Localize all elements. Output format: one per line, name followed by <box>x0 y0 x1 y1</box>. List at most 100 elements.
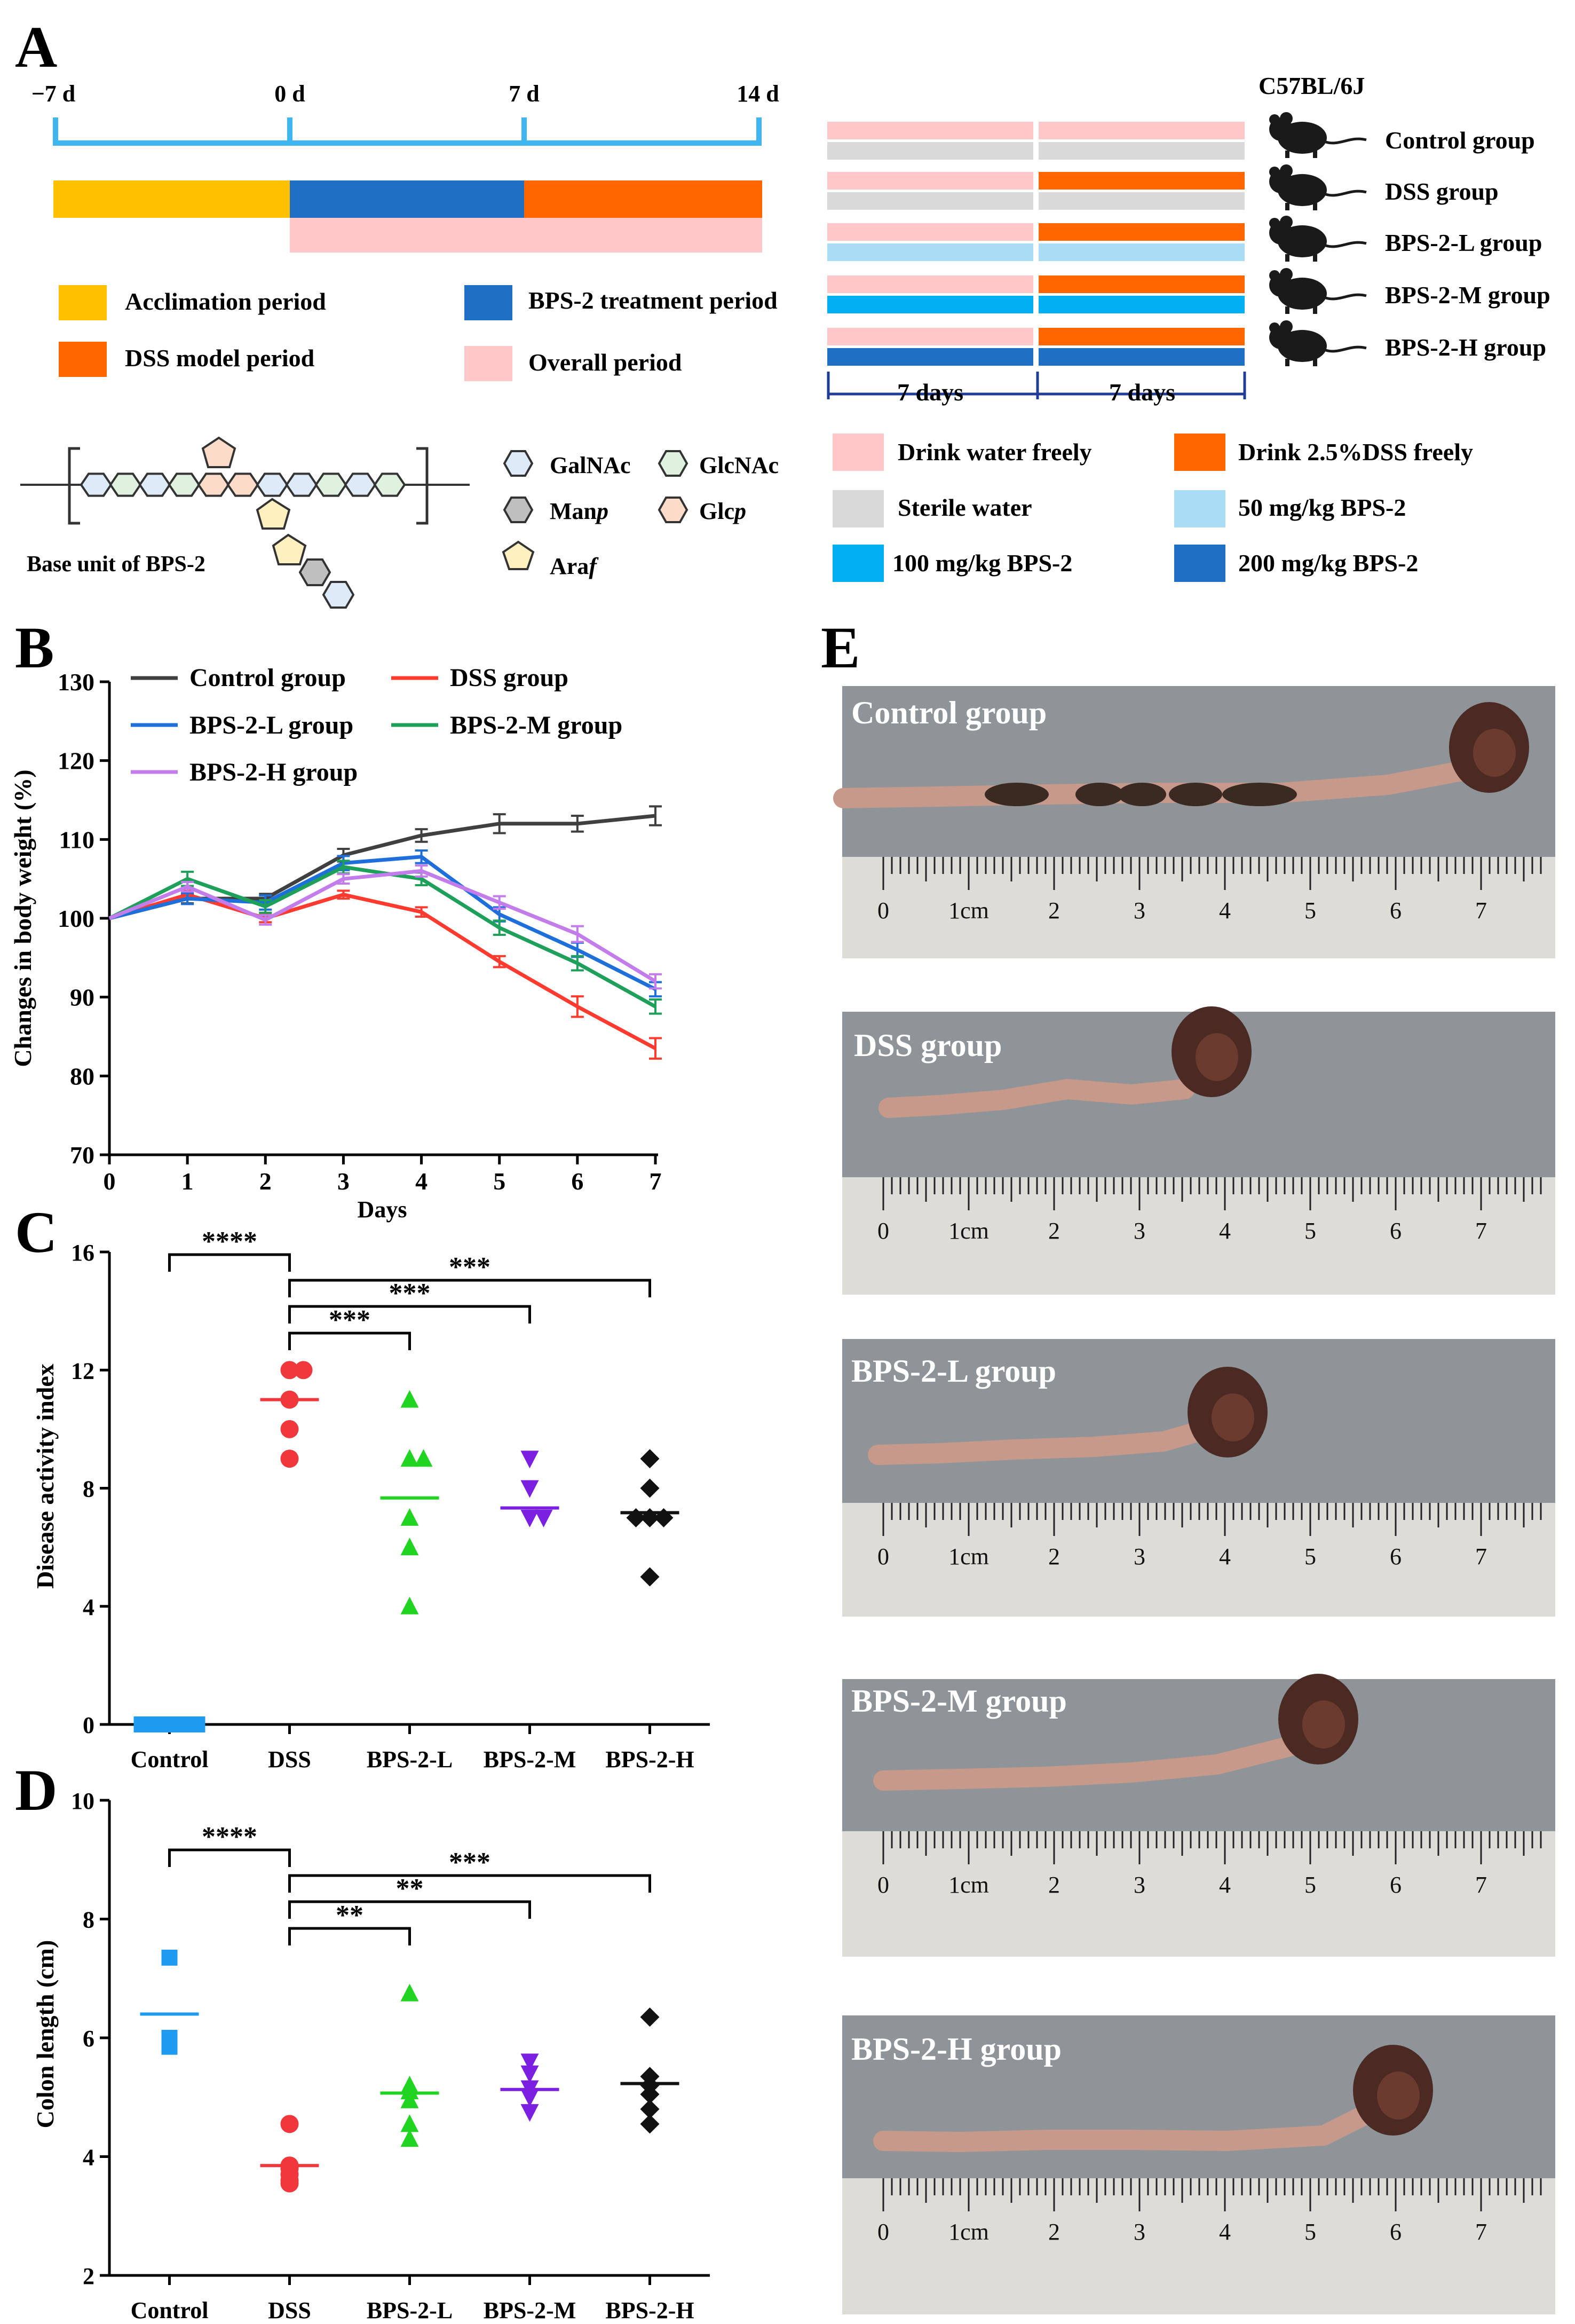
chart-c-ylabel: Disease activity index <box>31 1364 59 1589</box>
chart-b-ylabel: Changes in body weight (%) <box>9 769 36 1067</box>
glcp-icon <box>658 497 688 523</box>
schedule-bar <box>827 243 1033 261</box>
ruler-label: 7 <box>1475 1543 1487 1570</box>
panel-label-d: D <box>15 1758 57 1823</box>
days-bracket <box>827 372 1246 399</box>
data-point <box>640 1478 660 1498</box>
chart-c-ytick-label: 16 <box>71 1240 94 1266</box>
treatment-legend: Drink water freely Drink 2.5%DSS freely … <box>833 434 1473 582</box>
data-point <box>400 1508 419 1526</box>
photo-label-bps2-h: BPS-2-H group <box>851 2031 1062 2067</box>
cecum-highlight <box>1473 729 1516 777</box>
schedule-bar <box>827 142 1033 160</box>
chart-d-ytick-label: 10 <box>71 1788 94 1814</box>
chart-d-xtick-label: BPS-2-M <box>484 2297 576 2323</box>
ruler-label: 7 <box>1475 1218 1487 1244</box>
chart-b-xtick-label: 5 <box>493 1168 505 1195</box>
ruler-label: 3 <box>1134 1543 1145 1570</box>
backbone-hexagon <box>168 472 201 497</box>
error-bar <box>259 914 272 926</box>
monosaccharide-legend: GalNAc GlcNAc Manp Glcp Araf <box>502 450 779 579</box>
data-point <box>534 1509 553 1527</box>
error-bar <box>571 995 584 1018</box>
ruler-body <box>842 1503 1555 1617</box>
ruler-body <box>842 2178 1555 2314</box>
ruler-label: 7 <box>1475 1872 1487 1898</box>
chart-b-ytick-label: 110 <box>59 826 94 853</box>
disease-activity-chart: 0 4 8 12 16 Control DSS BPS-2-L BPS-2-M BPS-2-H **… <box>71 1226 710 1772</box>
timeline-tick-0: 0 d <box>274 81 305 107</box>
ruler-label: 2 <box>1048 897 1060 924</box>
legend-bps200: 200 mg/kg BPS-2 <box>1238 549 1418 577</box>
error-bar <box>415 906 428 918</box>
ruler-label: 1cm <box>948 1218 989 1244</box>
backbone-hexagon <box>226 472 259 497</box>
error-bar <box>415 828 428 843</box>
data-point <box>280 2115 299 2133</box>
significance-label: *** <box>449 1847 490 1878</box>
ruler-label: 5 <box>1304 1543 1316 1570</box>
ruler-label: 6 <box>1390 2219 1402 2245</box>
legend-swatch-bps200 <box>1174 545 1225 582</box>
legend-swatch-sterile <box>833 490 884 527</box>
ruler-label: 0 <box>877 2219 889 2245</box>
schedule-bar <box>827 223 1033 241</box>
significance-bracket <box>288 1332 411 1350</box>
colon-tissue <box>878 1079 1195 1118</box>
ruler-label: 4 <box>1219 1872 1231 1898</box>
backbone-hexagon <box>373 472 406 497</box>
data-point <box>626 1508 646 1527</box>
schedule-bar <box>827 328 1033 345</box>
colon-tissue <box>868 1421 1211 1465</box>
significance-bracket <box>288 1927 411 1945</box>
error-bar <box>493 955 506 968</box>
legend-sterile: Sterile water <box>898 494 1032 521</box>
error-bar <box>649 973 662 990</box>
chart-b-xtick-label: 1 <box>181 1168 194 1195</box>
ruler-label: 6 <box>1390 1218 1402 1244</box>
chart-b-xtick-label: 4 <box>415 1168 428 1195</box>
data-point <box>414 1449 433 1467</box>
group-label-bps2-l: BPS-2-L group <box>1385 229 1542 256</box>
error-bar <box>649 805 662 826</box>
period-legend: Acclimation period BPS-2 treatment perio… <box>59 285 778 381</box>
ruler-label: 3 <box>1134 1872 1145 1898</box>
timeline-axis <box>53 117 762 146</box>
chart-c-ytick-label: 8 <box>83 1476 94 1502</box>
data-point <box>640 2114 660 2134</box>
cecum-highlight <box>1302 1700 1345 1748</box>
group-label-bps2-h: BPS-2-H group <box>1385 334 1546 361</box>
error-bar <box>415 849 428 864</box>
group-label-control: Control group <box>1385 127 1535 154</box>
chart-c-xtick-label: BPS-2-H <box>605 1746 694 1772</box>
schedule-bar <box>1039 243 1245 261</box>
legend-drink-water: Drink water freely <box>898 438 1092 466</box>
data-point <box>654 1508 674 1527</box>
chart-c-ytick-label: 4 <box>83 1594 94 1620</box>
glcp-suffix: p <box>732 498 746 524</box>
schedule-bar <box>1039 328 1245 345</box>
photo-label-dss: DSS group <box>854 1028 1002 1063</box>
araf-text: Ara <box>550 553 589 579</box>
manp-suffix: p <box>595 498 608 524</box>
backbone-hexagon <box>314 472 347 497</box>
timeline-tick-minus7: −7 d <box>31 81 76 107</box>
data-point <box>520 1480 539 1498</box>
ruler-label: 0 <box>877 897 889 924</box>
legend-swatch-overall <box>464 346 512 381</box>
error-bar <box>493 895 506 910</box>
significance-label: **** <box>202 1822 257 1852</box>
legend-control-group: Control group <box>189 664 346 692</box>
ruler-label: 4 <box>1219 1218 1231 1244</box>
backbone-hexagon <box>285 472 318 497</box>
data-point <box>520 2053 539 2071</box>
ruler-label: 7 <box>1475 2219 1487 2245</box>
days-label-2: 7 days <box>1109 379 1175 406</box>
backbone-hexagons <box>80 472 406 497</box>
data-point <box>400 1596 419 1614</box>
photo-label-control: Control group <box>851 695 1047 730</box>
legend-manp: Manp <box>550 498 608 524</box>
data-point <box>640 1449 660 1469</box>
chart-d-xtick-label: BPS-2-L <box>367 2297 453 2323</box>
cecum-highlight <box>1196 1033 1238 1081</box>
